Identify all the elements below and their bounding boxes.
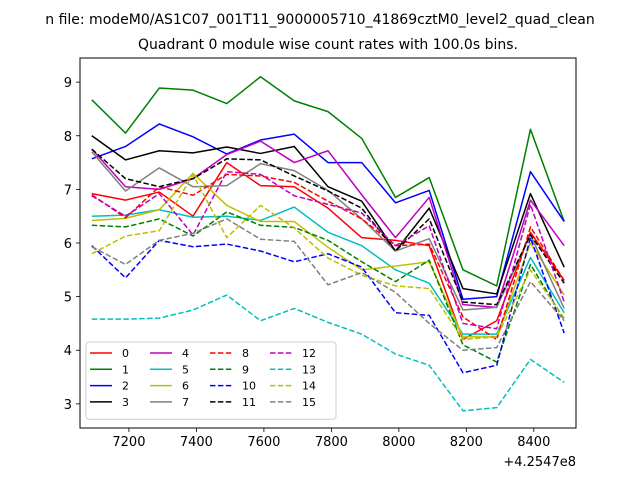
series-line-6 [91,172,565,338]
x-tick-label: 8400 [517,435,550,450]
legend-label-11: 11 [242,396,256,409]
x-tick-label: 7200 [112,435,145,450]
legend-label-0: 0 [122,347,129,360]
series-line-1 [91,76,565,287]
x-tick-label: 7600 [247,435,280,450]
series-line-0 [91,161,565,341]
series-line-15 [91,218,565,351]
x-tick-label: 7400 [180,435,213,450]
legend-label-7: 7 [182,396,189,409]
series-line-4 [91,140,565,309]
legend-label-15: 15 [302,396,316,409]
x-axis: 7200 7400 7600 7800 8000 8200 8400 [112,428,550,450]
series-line-8 [91,173,565,341]
y-tick-label: 3 [64,398,72,413]
chart-suptitle: n file: modeM0/AS1C07_001T11_9000005710_… [45,12,594,28]
series-layer [91,76,565,412]
y-tick-label: 5 [64,291,72,306]
chart-title: Quadrant 0 module wise count rates with … [138,37,518,53]
series-line-9 [91,211,565,363]
legend-box [85,341,337,420]
y-tick-label: 6 [64,237,72,252]
legend-label-4: 4 [182,347,189,360]
legend-label-8: 8 [242,347,249,360]
legend-label-10: 10 [242,380,256,393]
series-line-14 [91,174,565,341]
y-tick-label: 4 [64,344,72,359]
y-tick-label: 7 [64,183,72,198]
legend-label-12: 12 [302,347,316,360]
legend-label-1: 1 [122,363,129,376]
y-tick-label: 8 [64,130,72,145]
legend-label-6: 6 [182,380,189,393]
x-tick-label: 8200 [450,435,483,450]
legend-label-5: 5 [182,363,189,376]
series-line-5 [91,206,565,335]
series-line-11 [91,148,565,306]
y-axis: 3 4 5 6 7 8 9 [64,76,80,413]
x-tick-label: 7800 [315,435,348,450]
x-axis-offset-label: +4.2547e8 [503,455,576,470]
legend-label-2: 2 [122,380,129,393]
series-line-2 [91,123,565,301]
series-line-3 [91,135,565,295]
y-tick-label: 9 [64,76,72,91]
series-line-12 [91,170,565,330]
series-line-10 [91,236,565,374]
legend-label-13: 13 [302,363,316,376]
legend-label-9: 9 [242,363,249,376]
series-line-13 [91,294,565,412]
x-tick-label: 8000 [382,435,415,450]
legend-label-14: 14 [302,380,316,393]
legend-label-3: 3 [122,396,129,409]
